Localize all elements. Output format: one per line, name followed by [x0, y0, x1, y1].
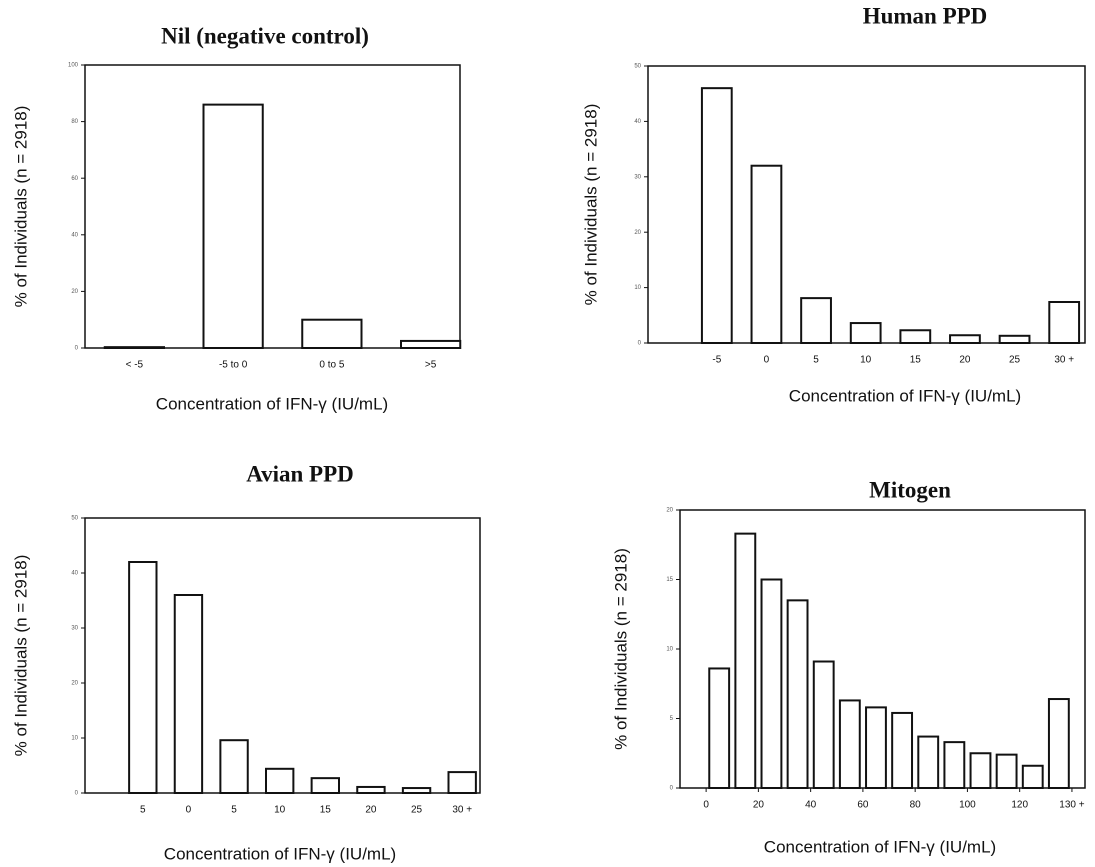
x-tick-label: 80 — [910, 800, 922, 811]
bar — [708, 667, 731, 790]
bar — [265, 767, 295, 794]
x-tick-label: 0 to 5 — [319, 360, 344, 371]
bar — [750, 164, 783, 344]
x-tick-label: 25 — [1009, 355, 1021, 366]
x-tick-label: 10 — [860, 355, 872, 366]
x-tick-label: -5 to 0 — [219, 360, 248, 371]
x-tick-label: 0 — [703, 800, 709, 811]
y-tick-label: 0 — [75, 346, 79, 352]
x-tick-label: 15 — [320, 805, 332, 816]
x-tick-label: 5 — [231, 805, 237, 816]
x-tick-label: 20 — [753, 800, 765, 811]
y-tick-label: 0 — [670, 786, 674, 792]
x-axis-label: Concentration of IFN-γ (IU/mL) — [164, 844, 396, 863]
y-axis-label: % of Individuals (n = 2918) — [611, 548, 630, 750]
bar — [865, 706, 887, 790]
x-tick-label: 30 + — [452, 805, 472, 816]
y-axis-label: % of Individuals (n = 2918) — [581, 104, 600, 306]
chart-title: Avian PPD — [246, 461, 354, 486]
x-tick-label: 20 — [959, 355, 971, 366]
y-tick-label: 20 — [71, 289, 78, 295]
bar — [943, 741, 966, 790]
bar — [734, 532, 757, 789]
bar — [356, 785, 386, 795]
chart-title: Human PPD — [863, 3, 988, 28]
x-tick-label: 10 — [274, 805, 286, 816]
plot-frame — [84, 64, 461, 349]
bar — [700, 87, 733, 344]
x-tick-label: 120 — [1011, 800, 1028, 811]
y-tick-label: 20 — [666, 508, 673, 514]
bar — [447, 771, 477, 794]
y-tick-label: 50 — [634, 64, 641, 70]
bar — [812, 660, 835, 790]
x-tick-label: 20 — [365, 805, 377, 816]
bar — [800, 297, 832, 345]
y-tick-label: 15 — [666, 577, 673, 583]
bar — [1047, 698, 1070, 789]
x-tick-label: 40 — [805, 800, 817, 811]
y-axis-label: % of Individuals (n = 2918) — [11, 555, 30, 757]
bar — [838, 699, 861, 789]
x-tick-label: 60 — [857, 800, 869, 811]
bar — [310, 777, 340, 795]
y-tick-label: 20 — [634, 230, 641, 236]
y-tick-label: 80 — [71, 119, 78, 125]
x-tick-label: 5 — [813, 355, 819, 366]
y-tick-label: 10 — [634, 285, 641, 291]
y-tick-label: 40 — [71, 571, 78, 577]
bar — [760, 578, 783, 789]
x-axis-label: Concentration of IFN-γ (IU/mL) — [789, 386, 1021, 405]
y-tick-label: 100 — [68, 63, 79, 69]
y-tick-label: 20 — [71, 681, 78, 687]
bar — [849, 322, 882, 344]
bar — [949, 334, 981, 344]
y-tick-label: 10 — [666, 647, 673, 653]
bar — [917, 735, 940, 790]
x-tick-label: < -5 — [126, 360, 144, 371]
bar — [401, 787, 432, 794]
x-tick-label: >5 — [425, 360, 437, 371]
x-tick-label: 100 — [959, 800, 976, 811]
bar — [899, 329, 932, 344]
x-tick-label: 5 — [140, 805, 146, 816]
y-tick-label: 30 — [634, 174, 641, 180]
bar — [400, 339, 462, 349]
bar — [301, 318, 363, 350]
bar — [103, 346, 165, 350]
y-tick-label: 10 — [71, 736, 78, 742]
x-tick-label: 15 — [910, 355, 922, 366]
bar — [128, 561, 158, 794]
y-tick-label: 40 — [634, 119, 641, 125]
x-tick-label: 0 — [764, 355, 770, 366]
x-tick-label: 0 — [186, 805, 192, 816]
bar — [998, 334, 1031, 345]
bar — [786, 599, 809, 789]
x-tick-label: 30 + — [1054, 355, 1074, 366]
chart-title: Mitogen — [869, 477, 951, 502]
x-axis-label: Concentration of IFN-γ (IU/mL) — [764, 837, 996, 856]
x-axis-label: Concentration of IFN-γ (IU/mL) — [156, 394, 388, 413]
x-tick-label: -5 — [712, 355, 721, 366]
y-tick-label: 0 — [75, 791, 79, 797]
chart-title: Nil (negative control) — [161, 23, 369, 48]
bar — [219, 739, 249, 795]
bar — [969, 752, 992, 789]
y-tick-label: 50 — [71, 516, 78, 522]
bar — [1048, 301, 1081, 344]
bar — [202, 103, 264, 350]
y-tick-label: 0 — [638, 341, 642, 347]
y-tick-label: 40 — [71, 232, 78, 238]
y-axis-label: % of Individuals (n = 2918) — [11, 106, 30, 308]
y-tick-label: 5 — [670, 716, 674, 722]
bar — [995, 753, 1018, 790]
x-tick-label: 25 — [411, 805, 423, 816]
x-tick-label: 130 + — [1059, 800, 1084, 811]
y-tick-label: 60 — [71, 176, 78, 182]
y-tick-label: 30 — [71, 626, 78, 632]
bar — [1021, 764, 1044, 790]
bar — [173, 594, 204, 794]
bar — [891, 711, 914, 789]
